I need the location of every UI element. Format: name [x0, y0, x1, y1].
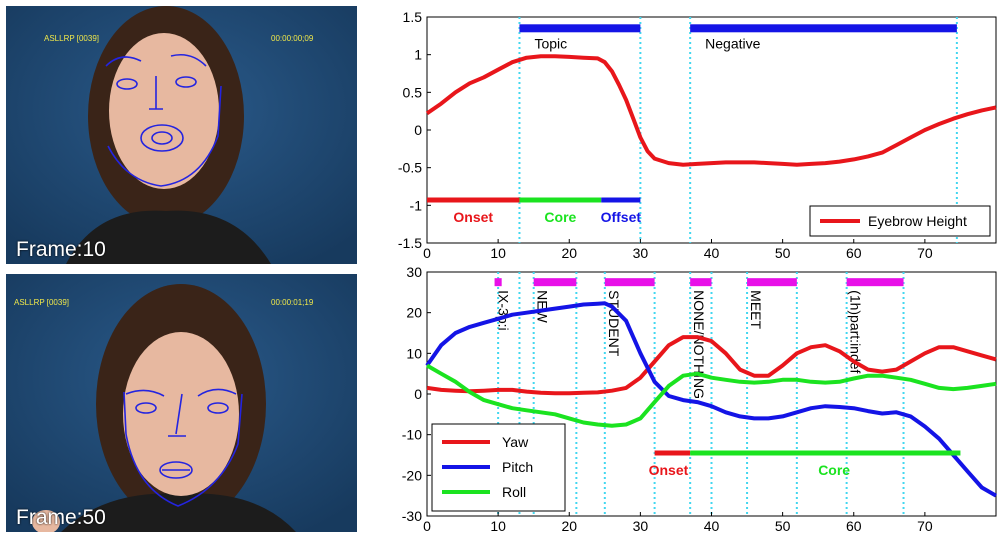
x-tick-label: 30: [633, 518, 649, 534]
series-line: [425, 363, 997, 428]
y-tick-label: -30: [402, 508, 422, 524]
y-tick-label: -1: [410, 197, 423, 213]
x-tick-label: 10: [490, 245, 506, 261]
y-tick-label: -0.5: [398, 160, 422, 176]
legend-label: Pitch: [502, 459, 533, 475]
frame-number-label: Frame:10: [16, 238, 106, 261]
phase-label: Core: [818, 462, 850, 478]
phase-label: Onset: [453, 209, 493, 225]
y-tick-label: -10: [402, 427, 422, 443]
y-tick-label: -20: [402, 467, 422, 483]
video-frame-top: ASLLRP [0039] 00:00:00;09 Frame:10: [6, 6, 357, 264]
series-line: [425, 54, 997, 167]
y-tick-label: 1.5: [403, 9, 423, 25]
plot-frame: [426, 16, 997, 244]
video-timecode-text: 00:00:00;09: [271, 34, 314, 43]
x-tick-label: 50: [775, 518, 791, 534]
legend-label: Yaw: [502, 434, 529, 450]
gloss-label: MEET: [748, 290, 764, 329]
video-timecode-text: 00:00:01;19: [271, 298, 314, 307]
x-tick-label: 50: [775, 245, 791, 261]
x-tick-label: 0: [423, 245, 431, 261]
x-tick-label: 70: [917, 245, 933, 261]
gloss-label: IX-3p:i: [496, 290, 512, 330]
gloss-label: NEW: [535, 290, 551, 323]
face-frame-image: [6, 274, 357, 532]
x-tick-label: 40: [704, 245, 720, 261]
x-tick-label: 20: [561, 518, 577, 534]
x-tick-label: 60: [846, 245, 862, 261]
event-bar: [494, 278, 502, 287]
event-bar: [604, 278, 655, 287]
chart-1: 0 10 20 30 40 50 60 70 1.5 1 0.5 0 -0.5 -1 -1.5 Topic Ne…: [398, 9, 997, 261]
event-bar-label: Topic: [534, 35, 567, 51]
y-tick-label: 0: [414, 122, 422, 138]
gloss-label: NONE/NOTHING: [691, 290, 707, 399]
phase-label: Core: [544, 209, 576, 225]
x-tick-label: 40: [704, 518, 720, 534]
video-id-text: ASLLRP [0039]: [14, 298, 70, 307]
x-tick-label: 10: [490, 518, 506, 534]
x-tick-label: 70: [917, 518, 933, 534]
event-bar: [690, 24, 957, 33]
legend: Eyebrow Height: [809, 205, 991, 237]
gloss-label: (1h)part:indef: [848, 290, 864, 373]
video-frame-bottom: ASLLRP [0039] 00:00:01;19 Frame:50: [6, 274, 357, 532]
phase-label: Offset: [601, 209, 642, 225]
legend: Yaw Pitch Roll: [431, 423, 566, 512]
y-tick-label: 20: [406, 305, 422, 321]
y-tick-label: 1: [414, 47, 422, 63]
legend-label: Roll: [502, 484, 526, 500]
x-tick-label: 60: [846, 518, 862, 534]
event-bar-label: Negative: [705, 35, 760, 51]
charts-panel: 0 10 20 30 40 50 60 70 1.5 1 0.5 0 -0.5 -1 -1.5 Topic Ne…: [398, 9, 997, 534]
y-tick-label: -1.5: [398, 235, 422, 251]
event-bar: [533, 278, 577, 287]
y-tick-label: 30: [406, 264, 422, 280]
event-bar: [690, 278, 712, 287]
video-id-text: ASLLRP [0039]: [44, 34, 100, 43]
gloss-label: STUDENT: [606, 290, 622, 357]
x-tick-label: 0: [423, 518, 431, 534]
event-bar: [747, 278, 797, 287]
event-bar: [519, 24, 641, 33]
event-bar: [846, 278, 904, 287]
frame-number-label: Frame:50: [16, 506, 106, 529]
chart-2: 0 10 20 30 40 50 60 70 30 20 10 0 -10 -20 -30 IX-3p:i NE…: [402, 264, 997, 534]
x-tick-label: 30: [633, 245, 649, 261]
face-frame-image: [6, 6, 357, 264]
series-line: [426, 335, 997, 396]
x-tick-label: 20: [561, 245, 577, 261]
y-tick-label: 0: [414, 386, 422, 402]
phase-label: Onset: [649, 462, 689, 478]
legend-label: Eyebrow Height: [868, 213, 967, 229]
y-tick-label: 10: [406, 345, 422, 361]
y-tick-label: 0.5: [403, 84, 423, 100]
series-line: [425, 301, 997, 498]
